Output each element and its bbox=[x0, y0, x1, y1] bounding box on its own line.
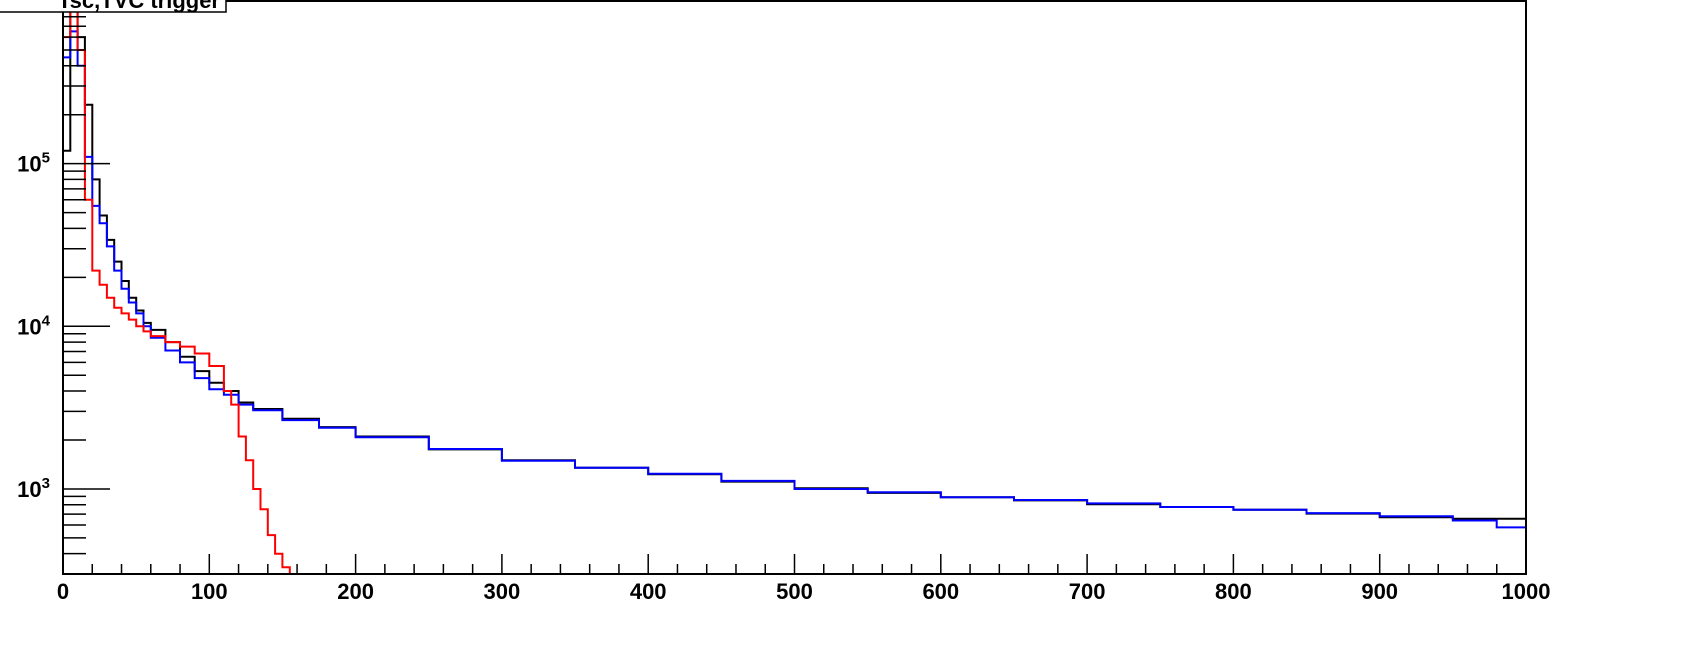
title-box: Tsc,TVC trigger bbox=[0, 0, 227, 13]
title-box-frame bbox=[0, 0, 227, 13]
x-tick-label: 100 bbox=[191, 579, 228, 604]
x-tick-label: 300 bbox=[484, 579, 521, 604]
chart-title: Tsc,TVC trigger bbox=[58, 0, 221, 13]
y-tick-label: 103 bbox=[17, 475, 50, 502]
x-tick-label: 600 bbox=[922, 579, 959, 604]
x-tick-label: 500 bbox=[776, 579, 813, 604]
x-tick-label: 700 bbox=[1069, 579, 1106, 604]
x-tick-label: 800 bbox=[1215, 579, 1252, 604]
series-line-3 bbox=[63, 0, 1526, 575]
x-tick-label: 400 bbox=[630, 579, 667, 604]
y-tick-label: 104 bbox=[17, 312, 50, 339]
y-tick-label: 105 bbox=[17, 150, 50, 177]
x-tick-label: 900 bbox=[1361, 579, 1398, 604]
series-layer bbox=[63, 0, 1527, 575]
x-tick-label: 0 bbox=[57, 579, 69, 604]
axis-layer: 0 100 200 300 400 500 600 700 800 900 1000 103 104 10… bbox=[17, 7, 1551, 604]
series-line-2 bbox=[63, 30, 1527, 536]
x-tick-label: 1000 bbox=[1502, 579, 1551, 604]
x-tick-label: 200 bbox=[337, 579, 374, 604]
